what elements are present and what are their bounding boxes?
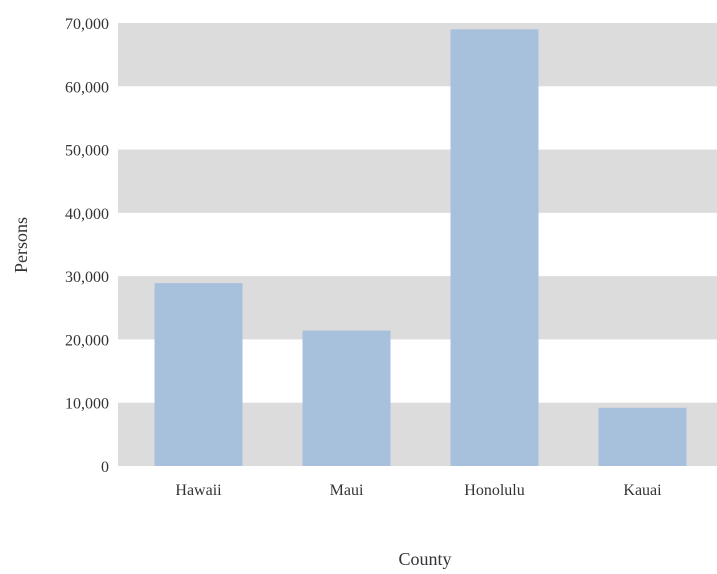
grid-band bbox=[118, 149, 717, 213]
x-tick-label: Kauai bbox=[623, 482, 662, 499]
y-tick-label: 10,000 bbox=[65, 396, 109, 413]
y-tick-label: 70,000 bbox=[65, 16, 109, 33]
x-axis-title: County bbox=[398, 549, 451, 569]
y-tick-label: 60,000 bbox=[65, 79, 109, 96]
x-tick-label: Hawaii bbox=[175, 482, 222, 499]
x-tick-label: Maui bbox=[330, 482, 364, 499]
y-tick-label: 0 bbox=[101, 459, 109, 476]
y-tick-label: 50,000 bbox=[65, 143, 109, 160]
y-axis-ticks: 0 10,000 20,000 30,000 40,000 50,000 60,000 70,… bbox=[65, 16, 109, 476]
y-tick-label: 30,000 bbox=[65, 269, 109, 286]
bar-series bbox=[154, 29, 687, 466]
bar-honolulu bbox=[450, 29, 539, 466]
y-tick-label: 40,000 bbox=[65, 206, 109, 223]
grid-band bbox=[118, 23, 717, 87]
y-tick-label: 20,000 bbox=[65, 332, 109, 349]
x-axis-ticks: Hawaii Maui Honolulu Kauai bbox=[175, 482, 662, 499]
bar-kauai bbox=[598, 407, 687, 466]
x-tick-label: Honolulu bbox=[464, 482, 524, 499]
bar-hawaii bbox=[154, 283, 243, 466]
bar-maui bbox=[302, 330, 391, 466]
y-axis-title: Persons bbox=[11, 217, 31, 273]
